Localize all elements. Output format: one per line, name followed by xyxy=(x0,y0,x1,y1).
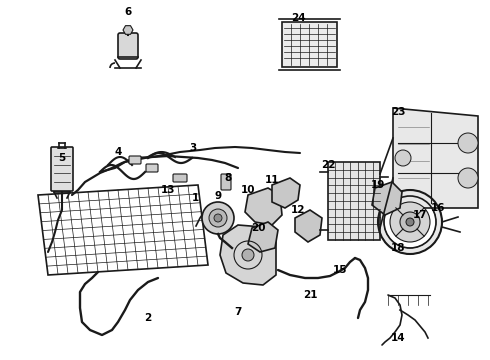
Polygon shape xyxy=(372,182,402,215)
Text: 16: 16 xyxy=(431,203,445,213)
Text: 11: 11 xyxy=(265,175,279,185)
Text: 15: 15 xyxy=(333,265,347,275)
Circle shape xyxy=(378,190,442,254)
Text: 18: 18 xyxy=(391,243,405,253)
Polygon shape xyxy=(328,162,380,240)
FancyBboxPatch shape xyxy=(146,164,158,172)
Circle shape xyxy=(390,202,430,242)
Circle shape xyxy=(458,133,478,153)
Circle shape xyxy=(400,212,420,232)
Circle shape xyxy=(202,202,234,234)
Text: 8: 8 xyxy=(224,173,232,183)
Polygon shape xyxy=(245,188,282,225)
FancyBboxPatch shape xyxy=(221,174,231,190)
Polygon shape xyxy=(272,178,300,208)
Text: 10: 10 xyxy=(241,185,255,195)
Text: 3: 3 xyxy=(189,143,196,153)
Polygon shape xyxy=(295,210,322,242)
Text: 6: 6 xyxy=(124,7,132,17)
Text: 4: 4 xyxy=(114,147,122,157)
Text: 1: 1 xyxy=(192,193,198,203)
Text: 17: 17 xyxy=(413,210,427,220)
Polygon shape xyxy=(248,222,278,252)
Text: 19: 19 xyxy=(371,180,385,190)
Polygon shape xyxy=(393,108,478,208)
Text: 22: 22 xyxy=(321,160,335,170)
Text: 13: 13 xyxy=(161,185,175,195)
Polygon shape xyxy=(123,26,133,34)
Circle shape xyxy=(384,196,436,248)
Text: 2: 2 xyxy=(145,313,151,323)
Text: 24: 24 xyxy=(291,13,305,23)
Circle shape xyxy=(242,249,254,261)
Circle shape xyxy=(458,168,478,188)
FancyBboxPatch shape xyxy=(173,174,187,182)
Circle shape xyxy=(406,218,414,226)
Text: 5: 5 xyxy=(58,153,66,163)
Text: 9: 9 xyxy=(215,191,221,201)
FancyBboxPatch shape xyxy=(129,156,141,164)
Polygon shape xyxy=(282,22,337,67)
Circle shape xyxy=(395,150,411,166)
FancyBboxPatch shape xyxy=(51,147,73,191)
Circle shape xyxy=(209,209,227,227)
Circle shape xyxy=(214,214,222,222)
Text: 7: 7 xyxy=(234,307,242,317)
Text: 21: 21 xyxy=(303,290,317,300)
Text: 23: 23 xyxy=(391,107,405,117)
Text: 12: 12 xyxy=(291,205,305,215)
Text: 14: 14 xyxy=(391,333,405,343)
Polygon shape xyxy=(220,225,276,285)
Text: 20: 20 xyxy=(251,223,265,233)
FancyBboxPatch shape xyxy=(118,33,138,59)
